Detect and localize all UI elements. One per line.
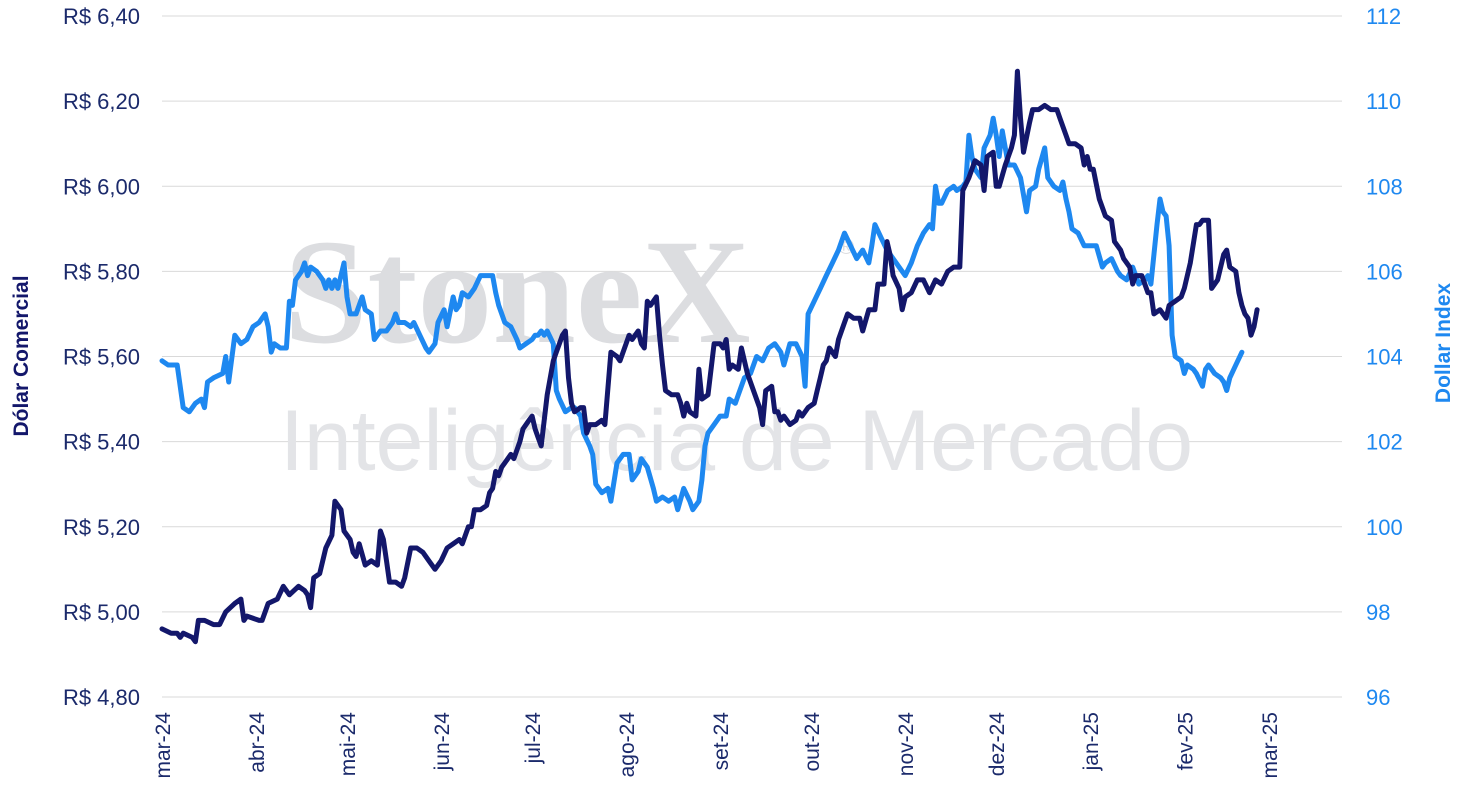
right-tick-label: 104 — [1366, 345, 1403, 370]
left-tick-label: R$ 6,40 — [63, 4, 140, 29]
gridlines — [162, 15, 1342, 698]
left-tick-label: R$ 4,80 — [63, 685, 140, 710]
series-line-dolar-comercial — [159, 68, 1260, 645]
right-axis-ticks: 96 98 100 102 104 106 108 110 112 — [1366, 4, 1403, 710]
right-tick-label: 108 — [1366, 174, 1403, 199]
left-tick-label: R$ 5,20 — [63, 515, 140, 540]
left-tick-label: R$ 5,40 — [63, 430, 140, 455]
x-tick-label: dez-24 — [986, 712, 1009, 777]
x-tick-label: ago-24 — [616, 712, 639, 778]
x-tick-label: jan-25 — [1080, 712, 1103, 771]
left-axis-ticks: R$ 4,80 R$ 5,00 R$ 5,20 R$ 5,40 R$ 5,60 R$ 5,… — [63, 4, 140, 710]
left-tick-label: R$ 5,00 — [63, 600, 140, 625]
right-tick-label: 96 — [1366, 685, 1390, 710]
series-line-dollar-index — [159, 115, 1245, 513]
right-tick-label: 100 — [1366, 515, 1403, 540]
x-tick-label: fev-25 — [1174, 712, 1197, 770]
left-tick-label: R$ 6,20 — [63, 89, 140, 114]
x-tick-label: jun-24 — [431, 712, 454, 772]
x-tick-label: set-24 — [710, 712, 733, 771]
right-tick-label: 106 — [1366, 259, 1403, 284]
x-tick-label: abr-24 — [246, 712, 269, 773]
x-axis-ticks: mar-24 abr-24 mai-24 jun-24 jul-24 ago-24 set-… — [152, 712, 1282, 779]
x-tick-label: mar-25 — [1259, 712, 1282, 779]
left-tick-label: R$ 6,00 — [63, 174, 140, 199]
right-tick-label: 98 — [1366, 600, 1390, 625]
x-tick-label: nov-24 — [895, 712, 918, 777]
left-tick-label: R$ 5,60 — [63, 345, 140, 370]
left-tick-label: R$ 5,80 — [63, 259, 140, 284]
left-axis-title: Dólar Comercial — [10, 275, 33, 436]
series-lines — [159, 68, 1260, 645]
right-tick-label: 112 — [1366, 4, 1401, 29]
x-tick-label: mar-24 — [152, 712, 175, 779]
right-tick-label: 102 — [1366, 430, 1403, 455]
watermark-brand: StoneX — [284, 209, 751, 375]
right-tick-label: 110 — [1366, 89, 1401, 114]
right-axis-title: Dollar Index — [1432, 283, 1455, 404]
x-tick-label: out-24 — [801, 712, 824, 772]
x-tick-label: mai-24 — [337, 712, 360, 777]
watermark-tagline: Inteligência de Mercado — [280, 393, 1193, 489]
watermark: StoneX ® Inteligência de Mercado — [280, 209, 1193, 489]
x-tick-label: jul-24 — [522, 712, 545, 765]
